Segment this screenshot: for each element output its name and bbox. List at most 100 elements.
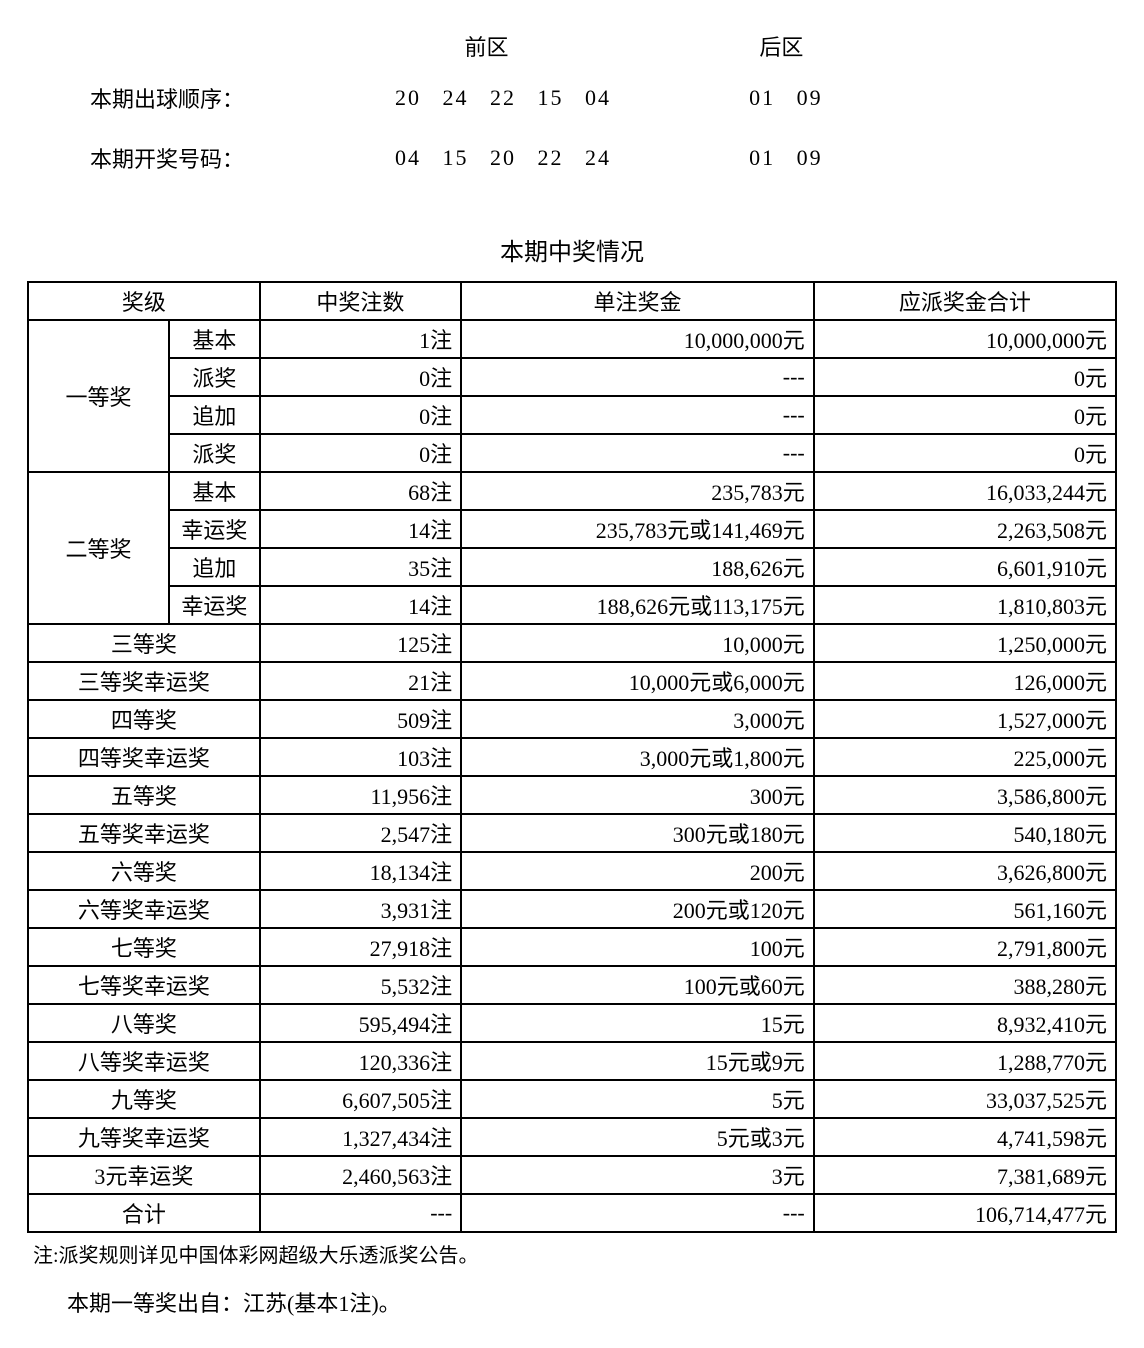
single-cell: 100元 xyxy=(461,928,814,966)
winning-label: 本期开奖号码： xyxy=(80,142,395,174)
total-cell: 561,160元 xyxy=(814,890,1116,928)
single-cell: 300元或180元 xyxy=(461,814,814,852)
level-cell: 二等奖 xyxy=(28,472,169,624)
winning-front: 04 15 20 22 24 xyxy=(395,145,749,171)
single-cell: 15元 xyxy=(461,1004,814,1042)
col-single: 单注奖金 xyxy=(461,282,814,320)
single-cell: 5元 xyxy=(461,1080,814,1118)
table-title: 本期中奖情况 xyxy=(20,232,1124,267)
total-cell: 106,714,477元 xyxy=(814,1194,1116,1232)
level-cell: 七等奖 xyxy=(28,928,260,966)
total-cell: 7,381,689元 xyxy=(814,1156,1116,1194)
winning-row: 本期开奖号码： 04 15 20 22 24 01 09 xyxy=(80,142,1064,174)
table-row: 九等奖6,607,505注5元33,037,525元 xyxy=(28,1080,1116,1118)
table-row: 三等奖幸运奖21注10,000元或6,000元126,000元 xyxy=(28,662,1116,700)
table-row: 四等奖509注3,000元1,527,000元 xyxy=(28,700,1116,738)
col-count: 中奖注数 xyxy=(260,282,461,320)
level-cell: 八等奖 xyxy=(28,1004,260,1042)
level-cell: 九等奖 xyxy=(28,1080,260,1118)
count-cell: 0注 xyxy=(260,434,461,472)
table-row: 四等奖幸运奖103注3,000元或1,800元225,000元 xyxy=(28,738,1116,776)
table-row: 追加35注188,626元6,601,910元 xyxy=(28,548,1116,586)
level-cell: 五等奖幸运奖 xyxy=(28,814,260,852)
table-row: 八等奖595,494注15元8,932,410元 xyxy=(28,1004,1116,1042)
table-row: 八等奖幸运奖120,336注15元或9元1,288,770元 xyxy=(28,1042,1116,1080)
count-cell: 18,134注 xyxy=(260,852,461,890)
draw-order-back: 01 09 xyxy=(749,85,1064,111)
table-row: 3元幸运奖2,460,563注3元7,381,689元 xyxy=(28,1156,1116,1194)
total-cell: 2,791,800元 xyxy=(814,928,1116,966)
subtype-cell: 幸运奖 xyxy=(169,586,260,624)
level-cell: 五等奖 xyxy=(28,776,260,814)
count-cell: 35注 xyxy=(260,548,461,586)
count-cell: 103注 xyxy=(260,738,461,776)
level-cell: 七等奖幸运奖 xyxy=(28,966,260,1004)
level-cell: 一等奖 xyxy=(28,320,169,472)
winning-back: 01 09 xyxy=(749,145,1064,171)
table-row: 派奖0注---0元 xyxy=(28,434,1116,472)
table-row: 一等奖基本1注10,000,000元10,000,000元 xyxy=(28,320,1116,358)
table-header-row: 奖级 中奖注数 单注奖金 应派奖金合计 xyxy=(28,282,1116,320)
zone-back-label: 后区 xyxy=(749,30,1064,62)
subtype-cell: 派奖 xyxy=(169,358,260,396)
zone-front-label: 前区 xyxy=(394,30,749,62)
origin-note: 本期一等奖出自：江苏(基本1注)。 xyxy=(27,1286,1117,1318)
level-cell: 九等奖幸运奖 xyxy=(28,1118,260,1156)
count-cell: 5,532注 xyxy=(260,966,461,1004)
count-cell: 1注 xyxy=(260,320,461,358)
count-cell: 6,607,505注 xyxy=(260,1080,461,1118)
zone-labels-row: 前区 后区 xyxy=(80,30,1064,62)
single-cell: --- xyxy=(461,358,814,396)
table-row: 七等奖幸运奖5,532注100元或60元388,280元 xyxy=(28,966,1116,1004)
count-cell: 0注 xyxy=(260,396,461,434)
draw-order-front: 20 24 22 15 04 xyxy=(395,85,749,111)
total-cell: 540,180元 xyxy=(814,814,1116,852)
table-row: 六等奖幸运奖3,931注200元或120元561,160元 xyxy=(28,890,1116,928)
single-cell: --- xyxy=(461,396,814,434)
single-cell: 10,000元或6,000元 xyxy=(461,662,814,700)
level-cell: 合计 xyxy=(28,1194,260,1232)
footnote: 注:派奖规则详见中国体彩网超级大乐透派奖公告。 xyxy=(27,1239,1117,1268)
single-cell: 10,000,000元 xyxy=(461,320,814,358)
count-cell: 595,494注 xyxy=(260,1004,461,1042)
count-cell: 2,460,563注 xyxy=(260,1156,461,1194)
total-cell: 10,000,000元 xyxy=(814,320,1116,358)
single-cell: --- xyxy=(461,1194,814,1232)
total-cell: 1,250,000元 xyxy=(814,624,1116,662)
level-cell: 八等奖幸运奖 xyxy=(28,1042,260,1080)
total-cell: 126,000元 xyxy=(814,662,1116,700)
single-cell: 300元 xyxy=(461,776,814,814)
total-cell: 225,000元 xyxy=(814,738,1116,776)
count-cell: 14注 xyxy=(260,510,461,548)
table-body: 一等奖基本1注10,000,000元10,000,000元派奖0注---0元追加… xyxy=(28,320,1116,1232)
count-cell: 0注 xyxy=(260,358,461,396)
total-cell: 3,586,800元 xyxy=(814,776,1116,814)
level-cell: 三等奖幸运奖 xyxy=(28,662,260,700)
table-row: 七等奖27,918注100元2,791,800元 xyxy=(28,928,1116,966)
table-row: 二等奖基本68注235,783元16,033,244元 xyxy=(28,472,1116,510)
total-cell: 1,810,803元 xyxy=(814,586,1116,624)
count-cell: 14注 xyxy=(260,586,461,624)
count-cell: 509注 xyxy=(260,700,461,738)
table-row: 派奖0注---0元 xyxy=(28,358,1116,396)
level-cell: 3元幸运奖 xyxy=(28,1156,260,1194)
table-row: 幸运奖14注235,783元或141,469元2,263,508元 xyxy=(28,510,1116,548)
total-cell: 4,741,598元 xyxy=(814,1118,1116,1156)
subtype-cell: 追加 xyxy=(169,548,260,586)
table-row: 五等奖11,956注300元3,586,800元 xyxy=(28,776,1116,814)
total-cell: 8,932,410元 xyxy=(814,1004,1116,1042)
subtype-cell: 幸运奖 xyxy=(169,510,260,548)
level-cell: 六等奖 xyxy=(28,852,260,890)
count-cell: 27,918注 xyxy=(260,928,461,966)
subtype-cell: 基本 xyxy=(169,320,260,358)
count-cell: 2,547注 xyxy=(260,814,461,852)
total-cell: 388,280元 xyxy=(814,966,1116,1004)
single-cell: 235,783元 xyxy=(461,472,814,510)
table-row: 六等奖18,134注200元3,626,800元 xyxy=(28,852,1116,890)
level-cell: 三等奖 xyxy=(28,624,260,662)
count-cell: 1,327,434注 xyxy=(260,1118,461,1156)
total-row: 合计------106,714,477元 xyxy=(28,1194,1116,1232)
level-cell: 四等奖 xyxy=(28,700,260,738)
single-cell: 235,783元或141,469元 xyxy=(461,510,814,548)
count-cell: 68注 xyxy=(260,472,461,510)
